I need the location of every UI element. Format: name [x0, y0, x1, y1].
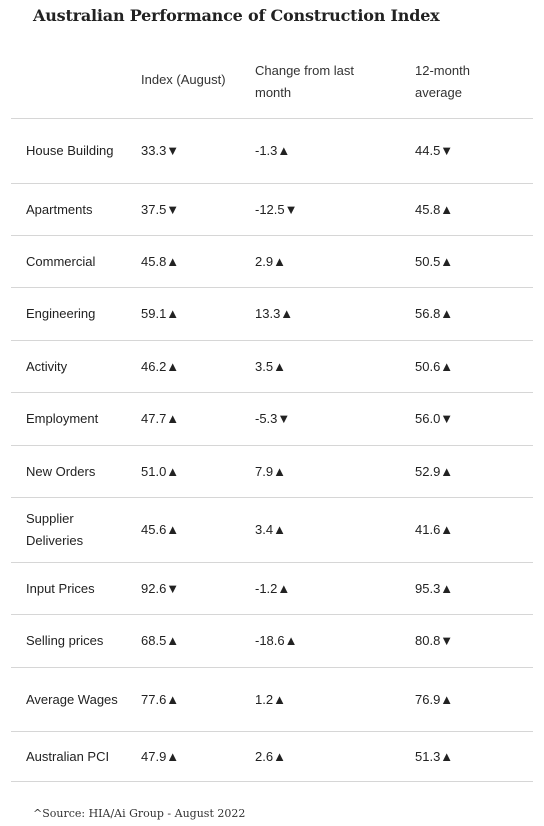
change-value: 3.4▲	[255, 522, 286, 537]
average-value: 76.9▲	[415, 691, 454, 707]
change-value: 13.3▲	[255, 306, 294, 321]
average-value: 51.3▲	[415, 748, 454, 764]
table-row: House Building 33.3▼ -1.3▲ 44.5▼	[11, 119, 533, 184]
index-value: 33.3▼	[141, 143, 180, 158]
table-row: Engineering 59.1▲ 13.3▲ 56.8▲	[11, 288, 533, 341]
table-row: New Orders 51.0▲ 7.9▲ 52.9▲	[11, 446, 533, 498]
change-value: 2.6▲	[255, 748, 286, 764]
row-label: Commercial	[26, 253, 96, 269]
average-value: 50.5▲	[415, 253, 454, 269]
average-value: 95.3▲	[415, 580, 454, 596]
change-value: -1.3▲	[255, 143, 291, 158]
table-row: Average Wages 77.6▲ 1.2▲ 76.9▲	[11, 668, 533, 732]
row-label: Supplier Deliveries	[26, 511, 84, 548]
change-value: -1.2▲	[255, 580, 291, 596]
index-value: 92.6▼	[141, 580, 180, 596]
table-row: Australian PCI 47.9▲ 2.6▲ 51.3▲	[11, 732, 533, 782]
change-value: -12.5▼	[255, 201, 298, 217]
index-value: 51.0▲	[141, 463, 180, 479]
header-change: Change from last month	[255, 63, 354, 100]
change-value: -5.3▼	[255, 411, 291, 426]
index-value: 46.2▲	[141, 358, 180, 374]
index-value: 45.6▲	[141, 522, 180, 537]
average-value: 44.5▼	[415, 143, 454, 158]
row-label: Australian PCI	[26, 748, 110, 764]
row-label: Engineering	[26, 306, 96, 321]
average-value: 50.6▲	[415, 358, 454, 374]
table-row: Commercial 45.8▲ 2.9▲ 50.5▲	[11, 236, 533, 288]
row-label: Employment	[26, 411, 99, 426]
row-label: Average Wages	[26, 691, 118, 707]
average-value: 56.8▲	[415, 306, 454, 321]
row-label: Input Prices	[26, 580, 95, 596]
source-note: ^Source: HIA/Ai Group - August 2022	[33, 807, 246, 820]
index-value: 47.7▲	[141, 411, 180, 426]
table-row: Supplier Deliveries 45.6▲ 3.4▲ 41.6▲	[11, 498, 533, 563]
average-value: 80.8▼	[415, 633, 454, 648]
change-value: 7.9▲	[255, 463, 286, 479]
average-value: 41.6▲	[415, 522, 454, 537]
page-title: Australian Performance of Construction I…	[33, 6, 440, 25]
table-row: Selling prices 68.5▲ -18.6▲ 80.8▼	[11, 615, 533, 668]
row-label: House Building	[26, 143, 114, 158]
table-header-row: Index (August) Change from last month 12…	[11, 40, 533, 119]
row-label: Activity	[26, 358, 68, 374]
pci-table: Index (August) Change from last month 12…	[11, 40, 533, 782]
change-value: 3.5▲	[255, 358, 286, 374]
average-value: 56.0▼	[415, 411, 454, 426]
average-value: 45.8▲	[415, 201, 454, 217]
table-row: Employment 47.7▲ -5.3▼ 56.0▼	[11, 393, 533, 446]
header-12-month-average: 12-month average	[415, 63, 470, 100]
row-label: New Orders	[26, 463, 96, 479]
table-row: Input Prices 92.6▼ -1.2▲ 95.3▲	[11, 563, 533, 615]
table-row: Activity 46.2▲ 3.5▲ 50.6▲	[11, 341, 533, 393]
index-value: 37.5▼	[141, 201, 180, 217]
table-row: Apartments 37.5▼ -12.5▼ 45.8▲	[11, 184, 533, 236]
index-value: 47.9▲	[141, 748, 180, 764]
average-value: 52.9▲	[415, 463, 454, 479]
index-value: 68.5▲	[141, 633, 180, 648]
change-value: 2.9▲	[255, 253, 286, 269]
index-value: 45.8▲	[141, 253, 180, 269]
change-value: 1.2▲	[255, 691, 286, 707]
row-label: Apartments	[26, 201, 93, 217]
row-label: Selling prices	[26, 633, 104, 648]
header-index: Index (August)	[141, 72, 226, 87]
index-value: 77.6▲	[141, 691, 180, 707]
index-value: 59.1▲	[141, 306, 180, 321]
change-value: -18.6▲	[255, 633, 298, 648]
